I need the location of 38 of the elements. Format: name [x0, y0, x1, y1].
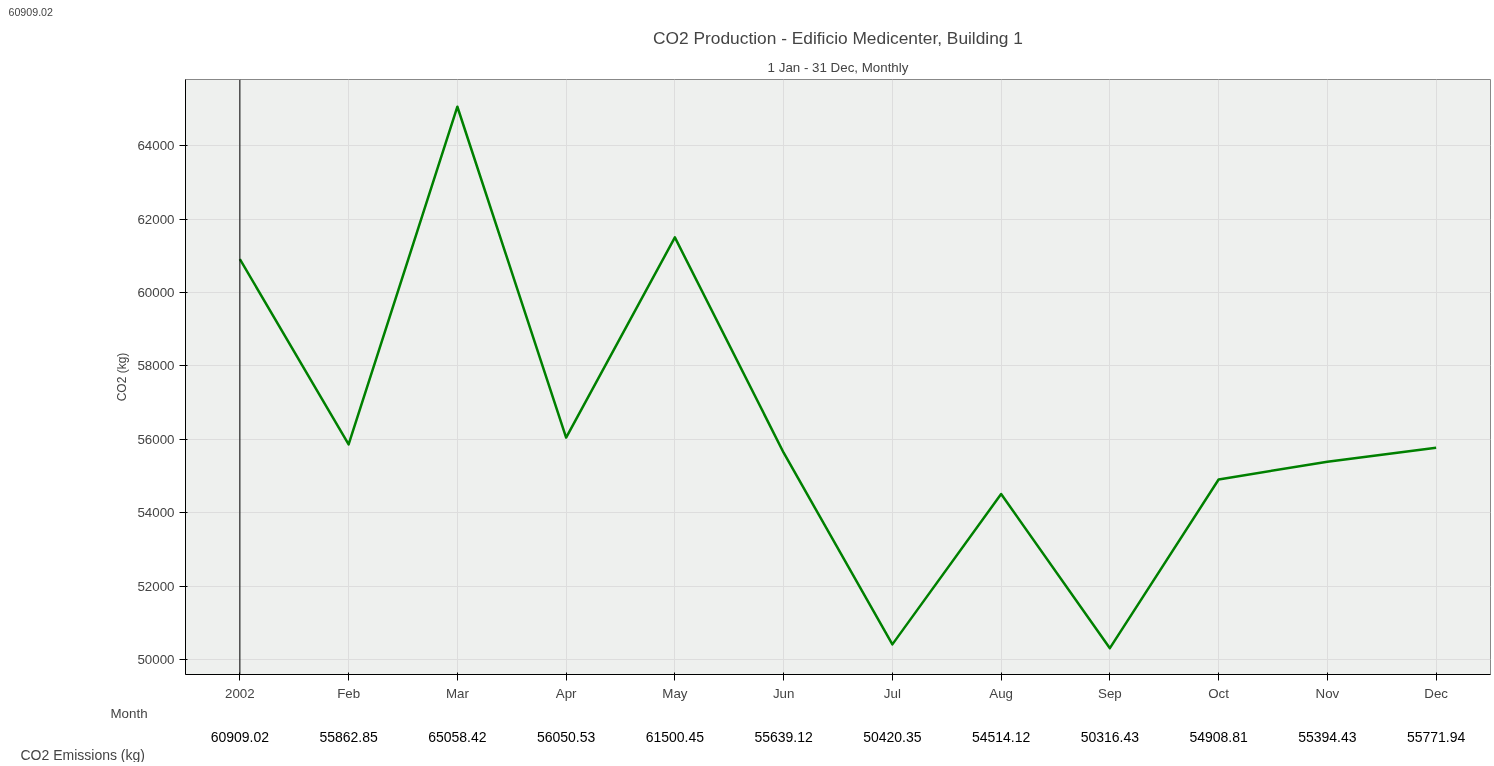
data-label: 61500.45	[645, 728, 705, 745]
text: 60909.02	[8, 5, 54, 18]
x-tick-label: Dec	[1424, 685, 1449, 701]
y-tick-label: 62000	[137, 211, 175, 227]
y-tick-label: 56000	[137, 431, 175, 447]
x-tick-label: May	[662, 685, 688, 701]
y-tick-label: 52000	[137, 578, 175, 594]
x-tick-label: Aug	[989, 685, 1013, 701]
x-tick-label: Apr	[555, 685, 578, 701]
x-tick-label: Sep	[1098, 685, 1122, 701]
x-tick-label: Feb	[337, 685, 361, 701]
chart-subtitle: 1 Jan - 31 Dec, Monthly	[767, 59, 909, 75]
data-label: 55771.94	[1406, 728, 1466, 745]
data-label: 55862.85	[319, 728, 379, 745]
y-tick-label: 60000	[137, 285, 175, 301]
x-tick-label: Jun	[772, 685, 795, 701]
chart-title: CO2 Production - Edificio Medicenter, Building 1	[653, 27, 1023, 48]
y-tick-label: 64000	[137, 138, 175, 154]
data-label: 50316.43	[1080, 728, 1140, 745]
y-tick-label: 58000	[137, 358, 175, 374]
x-axis-title: Month	[110, 705, 148, 721]
text: CO2 Emissions (kg)	[20, 746, 145, 763]
data-label: 56050.53	[536, 728, 596, 745]
y-axis-title: CO2 (kg)	[115, 352, 130, 402]
data-label: 50420.35	[863, 728, 922, 745]
y-tick-label: 50000	[137, 652, 175, 668]
data-label: 55639.12	[754, 728, 814, 745]
x-tick-label: 2002	[225, 685, 255, 701]
x-tick-label: Jul	[883, 685, 901, 701]
data-label: 55394.43	[1298, 728, 1357, 745]
data-label: 54514.12	[971, 728, 1031, 745]
data-label: 65058.42	[428, 728, 487, 745]
x-tick-label: Nov	[1315, 685, 1340, 701]
x-tick-label: Oct	[1208, 685, 1230, 701]
x-tick-label: Mar	[445, 685, 470, 701]
data-label: 60909.02	[210, 728, 270, 745]
data-label: 54908.81	[1189, 728, 1249, 745]
y-tick-label: 54000	[137, 505, 175, 521]
